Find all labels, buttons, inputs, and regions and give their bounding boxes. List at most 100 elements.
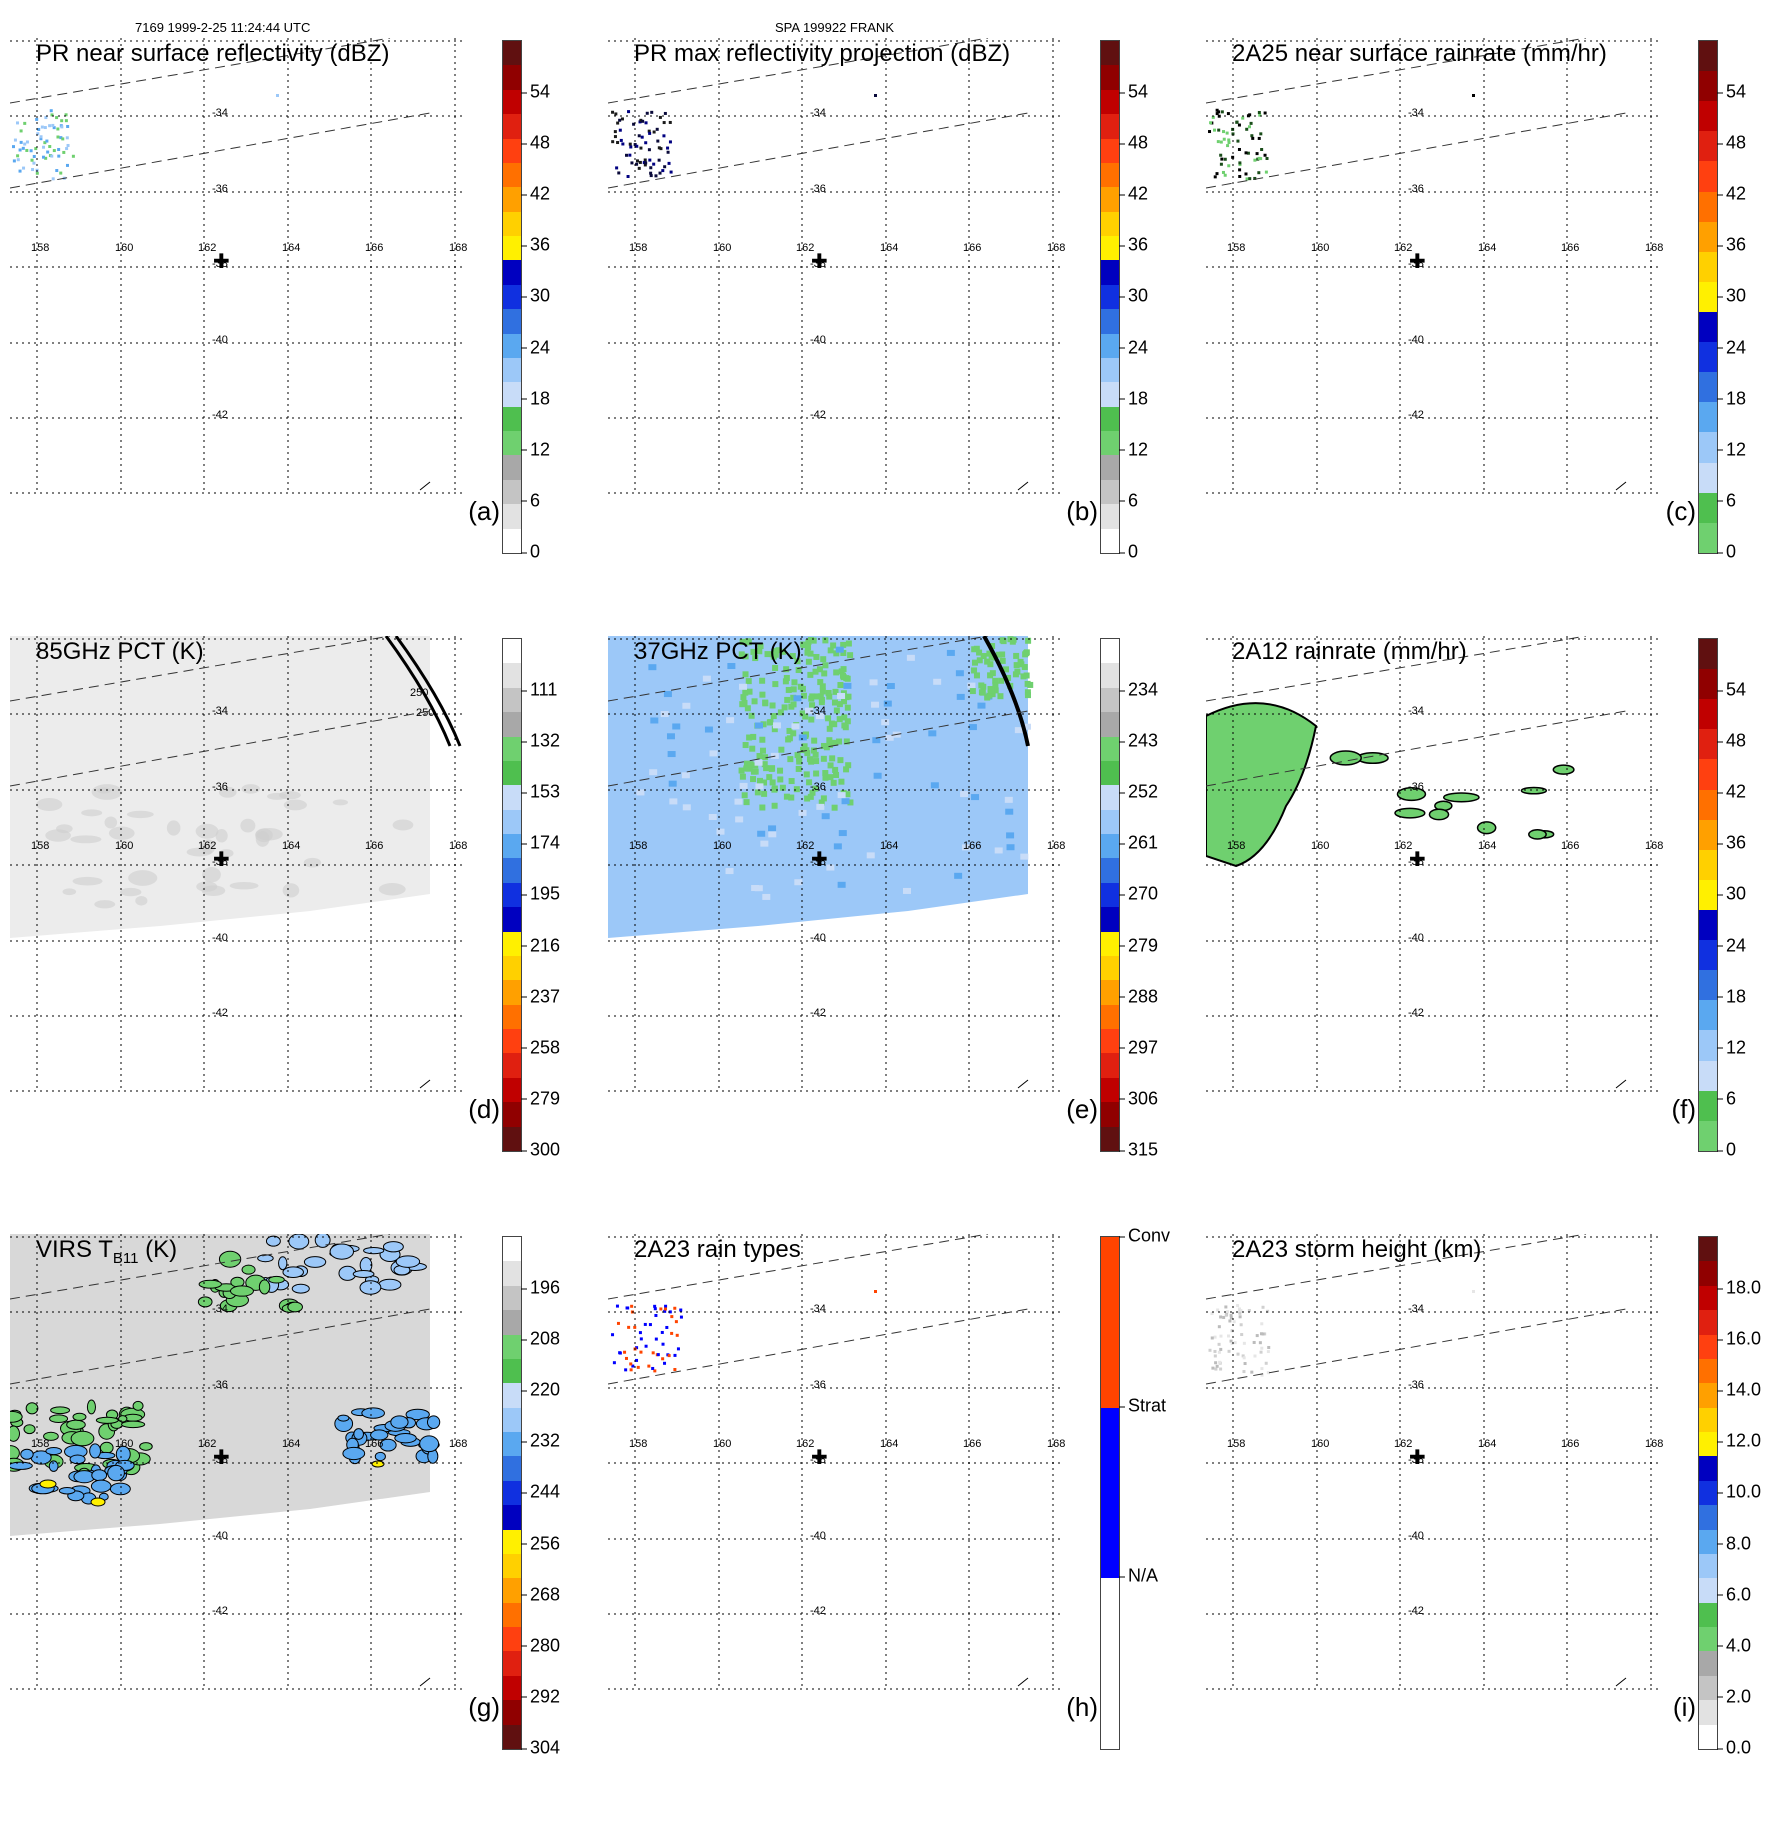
colorbar-segment bbox=[1101, 1077, 1119, 1103]
lat-label: -40 bbox=[1408, 334, 1424, 346]
radar-pixel bbox=[661, 169, 665, 173]
colorbar-segment bbox=[1101, 504, 1119, 529]
radar-pixel bbox=[16, 154, 20, 158]
pct-cell bbox=[759, 677, 766, 684]
pct-contour bbox=[982, 636, 1030, 747]
cloud-cell bbox=[66, 1419, 86, 1430]
colorbar-segment bbox=[503, 65, 521, 90]
colorbar-tick: 243 bbox=[1118, 730, 1159, 751]
pct-cell bbox=[866, 852, 875, 859]
radar-pixel bbox=[616, 141, 620, 145]
pct-cell bbox=[805, 658, 812, 665]
rain-type-pixel bbox=[661, 1342, 665, 1346]
colorbar-segment bbox=[503, 41, 521, 66]
panel-label: (h) bbox=[1066, 1692, 1098, 1722]
header-center: SPA 199922 FRANK bbox=[775, 20, 894, 35]
radar-pixel bbox=[1229, 1339, 1233, 1343]
radar-pixel bbox=[51, 177, 55, 181]
pct-cell bbox=[772, 722, 781, 729]
colorbar-segment bbox=[1699, 1030, 1717, 1061]
colorbar-tick: 54 bbox=[1716, 81, 1747, 102]
radar-pixel bbox=[657, 158, 661, 162]
colorbar-tick: 132 bbox=[520, 730, 561, 751]
radar-pixel bbox=[663, 111, 667, 115]
colorbar-tick: 18 bbox=[1118, 388, 1149, 409]
colorbar-segment bbox=[503, 236, 521, 261]
radar-pixel bbox=[1245, 177, 1249, 181]
lon-label: 168 bbox=[1047, 1438, 1065, 1450]
pct-cell bbox=[837, 692, 846, 699]
radar-pixel bbox=[1237, 123, 1241, 127]
radar-pixel bbox=[29, 149, 33, 153]
rain-type-pixel bbox=[660, 1330, 664, 1334]
pct-cell bbox=[255, 830, 270, 847]
colorbar-tick: 300 bbox=[520, 1139, 561, 1160]
colorbar-tick: 232 bbox=[520, 1430, 561, 1451]
colorbar-segment bbox=[503, 785, 521, 810]
radar-pixel bbox=[1261, 1305, 1265, 1309]
pct-cell bbox=[759, 736, 766, 743]
radar-pixel bbox=[1240, 1333, 1244, 1337]
corner-mark bbox=[1615, 1677, 1627, 1687]
radar-pixel bbox=[616, 121, 620, 125]
radar-pixel bbox=[1219, 1347, 1223, 1351]
radar-pixel bbox=[1238, 1315, 1242, 1319]
radar-pixel bbox=[625, 153, 629, 157]
pct-cell bbox=[802, 713, 809, 720]
radar-pixel bbox=[621, 142, 625, 146]
contour-label: 250 bbox=[416, 707, 434, 719]
colorbar-segment bbox=[503, 431, 521, 456]
cloud-cell bbox=[197, 1296, 213, 1308]
lat-label: -42 bbox=[1408, 409, 1424, 421]
radar-pixel bbox=[1213, 1354, 1217, 1358]
radar-pixel bbox=[1257, 156, 1261, 160]
colorbar-tick: 48 bbox=[1118, 132, 1149, 153]
radar-pixel bbox=[1218, 1360, 1222, 1364]
pct-cell bbox=[819, 688, 826, 695]
pct-cell bbox=[768, 765, 775, 772]
rain-type-pixel bbox=[626, 1306, 630, 1310]
swath-edge bbox=[1206, 38, 1587, 104]
pct-cell bbox=[845, 762, 852, 769]
pct-cell bbox=[1006, 844, 1015, 851]
pct-cell bbox=[668, 780, 677, 787]
rain-type-pixel bbox=[653, 1369, 657, 1373]
rain-area bbox=[1396, 787, 1427, 802]
pct-cell bbox=[886, 683, 895, 690]
radar-pixel bbox=[643, 158, 647, 162]
radar-pixel bbox=[43, 141, 47, 145]
lat-label: -32 bbox=[810, 636, 826, 639]
lat-label: -34 bbox=[212, 107, 228, 119]
rain-type-pixel bbox=[651, 1351, 655, 1355]
lat-label: -40 bbox=[810, 932, 826, 944]
colorbar-tick: 196 bbox=[520, 1277, 561, 1298]
lon-label: 160 bbox=[713, 1438, 731, 1450]
radar-pixel bbox=[1223, 157, 1227, 161]
pct-cell bbox=[833, 669, 840, 676]
colorbar-segment bbox=[503, 1407, 521, 1432]
radar-pixel bbox=[662, 134, 666, 138]
cloud-cell bbox=[48, 1460, 59, 1472]
colorbar-segment bbox=[503, 1334, 521, 1359]
cloud-cell bbox=[10, 1461, 33, 1470]
pct-cell bbox=[986, 692, 993, 699]
colorbar-segment bbox=[1699, 1505, 1717, 1530]
colorbar-segment bbox=[503, 1004, 521, 1029]
pct-cell bbox=[648, 664, 657, 671]
colorbar-segment bbox=[503, 1126, 521, 1151]
colorbar-tick: 6.0 bbox=[1716, 1584, 1752, 1605]
radar-pixel bbox=[1260, 1367, 1264, 1371]
colorbar-segment bbox=[1699, 1432, 1717, 1457]
pct-cell bbox=[790, 730, 797, 737]
radar-pixel bbox=[654, 174, 658, 178]
rain-type-pixel bbox=[673, 1306, 677, 1310]
radar-pixel bbox=[1217, 1342, 1221, 1346]
radar-pixel bbox=[1257, 136, 1261, 140]
pct-cell bbox=[1021, 664, 1028, 671]
pct-cell bbox=[738, 767, 745, 774]
radar-pixel bbox=[1210, 1336, 1214, 1340]
colorbar-tick: 36 bbox=[1118, 234, 1149, 255]
radar-pixel bbox=[637, 166, 641, 170]
colorbar-segment bbox=[1101, 639, 1119, 664]
lat-label: -42 bbox=[810, 409, 826, 421]
